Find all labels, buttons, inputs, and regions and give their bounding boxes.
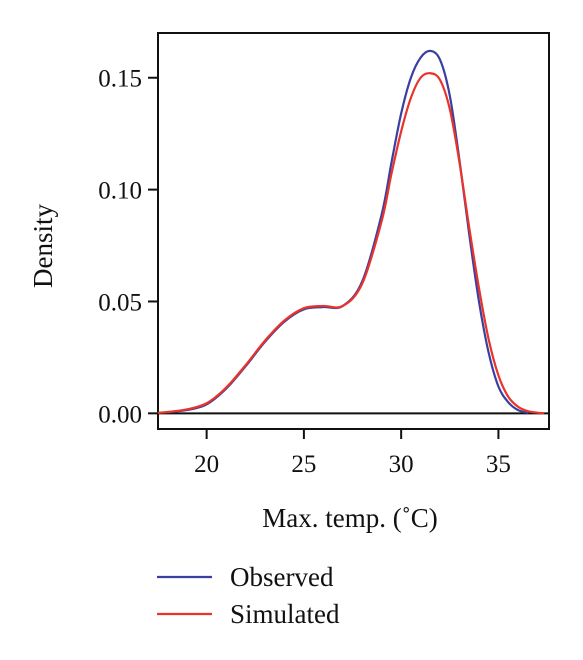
y-axis-label: Density (28, 204, 58, 288)
plot-frame (157, 32, 550, 430)
density-curves (156, 49, 545, 415)
x-axis-label: Max. temp. (˚C) (262, 503, 437, 533)
x-tick-label: 30 (389, 451, 414, 478)
legend: Observed Simulated (157, 562, 340, 629)
y-tick-label: 0.00 (98, 401, 142, 428)
y-axis: 0.00 0.05 0.10 0.15 (98, 66, 158, 428)
x-tick-label: 20 (194, 451, 219, 478)
legend-label-observed: Observed (230, 562, 334, 592)
y-tick-label: 0.05 (98, 289, 142, 316)
x-tick-label: 25 (291, 451, 316, 478)
series-line-simulated (156, 72, 545, 415)
x-tick-label: 35 (486, 451, 511, 478)
y-tick-label: 0.15 (98, 66, 142, 93)
y-tick-label: 0.10 (98, 178, 142, 205)
legend-label-simulated: Simulated (230, 599, 340, 629)
series-line-observed (166, 49, 529, 414)
x-axis: 20 25 30 35 (194, 429, 511, 478)
